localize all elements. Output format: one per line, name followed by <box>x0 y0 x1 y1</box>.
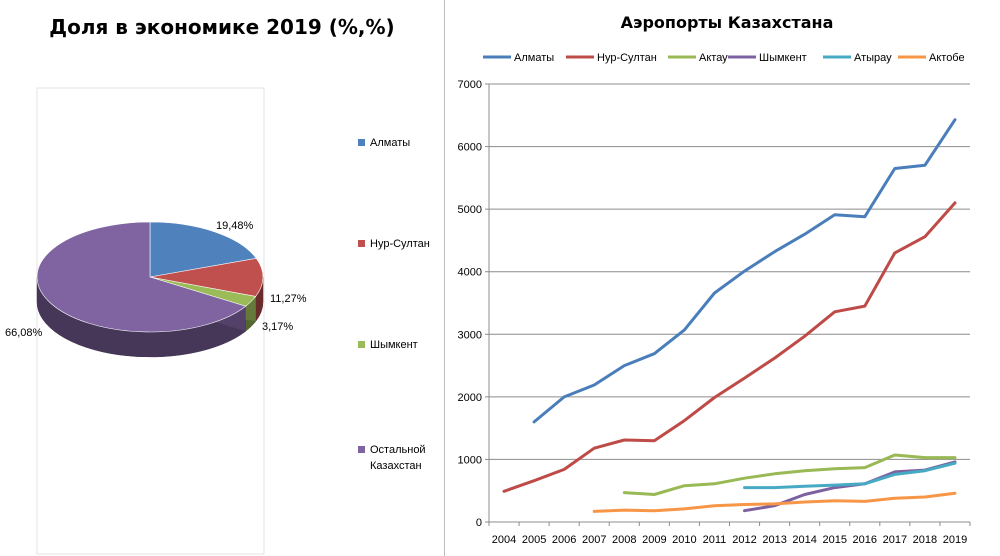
line-axes <box>485 83 971 526</box>
pie-legend: Алматы Нур-Султан Шымкент Остальной Казахста… <box>358 137 430 472</box>
x-tick-label-2007: 2007 <box>582 534 606 546</box>
y-tick-label-1: 1000 <box>458 454 482 466</box>
pie-slice-0 <box>149 221 257 278</box>
line-series-group <box>502 118 957 513</box>
x-tick-label-2008: 2008 <box>612 534 636 546</box>
line-legend-label-3: Шымкент <box>759 52 807 64</box>
pie-legend-label-3: Остальной <box>370 444 426 456</box>
x-tick-label-2005: 2005 <box>522 534 546 546</box>
x-tick-label-2011: 2011 <box>703 534 727 546</box>
pie-legend-label-1: Нур-Султан <box>370 238 430 250</box>
line-chart-title: Аэропорты Казахстана <box>621 13 834 32</box>
pie-legend-label-2: Шымкент <box>370 339 418 351</box>
x-tick-label-2014: 2014 <box>792 534 816 546</box>
line-legend-label-2: Актау <box>699 52 728 64</box>
x-tick-label-2019: 2019 <box>943 534 967 546</box>
y-axis-tick-labels: 0 1000 2000 3000 4000 5000 6000 7000 <box>458 79 482 529</box>
pie-legend-swatch-3 <box>358 446 365 453</box>
pie-legend-label-0: Алматы <box>370 137 410 149</box>
pie-slice-1 <box>149 257 264 297</box>
x-axis-tick-labels: 2004 2005 2006 2007 2008 2009 2010 2011 2012 2013… <box>492 534 967 546</box>
x-tick-label-2012: 2012 <box>732 534 756 546</box>
series-line-2 <box>622 453 957 496</box>
x-tick-label-2017: 2017 <box>883 534 907 546</box>
y-tick-label-2: 2000 <box>458 392 482 404</box>
y-tick-label-4: 4000 <box>458 267 482 279</box>
y-tick-label-3: 3000 <box>458 329 482 341</box>
x-tick-label-2015: 2015 <box>822 534 846 546</box>
pie-slices <box>36 221 264 333</box>
pie-value-label-0: 19,48% <box>216 220 254 232</box>
pie-slice-3 <box>36 221 247 333</box>
line-chart-panel: Аэропорты Казахстана Алматы Нур-Султан Акт… <box>445 0 1000 556</box>
pie-chart-panel: Доля в экономике 2019 (%,%) 19,48% 11,27%… <box>0 0 445 556</box>
x-tick-label-2006: 2006 <box>552 534 576 546</box>
series-line-5 <box>592 491 957 513</box>
x-tick-label-2016: 2016 <box>853 534 877 546</box>
pie-value-label-2: 3,17% <box>262 321 293 333</box>
line-legend-label-1: Нур-Султан <box>597 52 657 64</box>
x-tick-label-2004: 2004 <box>492 534 516 546</box>
y-tick-label-6: 6000 <box>458 142 482 154</box>
line-gridlines <box>489 83 970 460</box>
line-chart: Аэропорты Казахстана Алматы Нур-Султан Акт… <box>458 13 971 546</box>
y-tick-label-5: 5000 <box>458 204 482 216</box>
pie-value-label-1: 11,27% <box>270 293 307 305</box>
pie-value-label-3: 66,08% <box>5 327 43 339</box>
pie-value-labels: 19,48% 11,27% 3,17% 66,08% <box>5 220 307 339</box>
line-legend-label-0: Алматы <box>514 52 554 64</box>
x-tick-label-2009: 2009 <box>642 534 666 546</box>
pie-legend-swatch-0 <box>358 139 365 146</box>
series-line-1 <box>502 201 957 493</box>
pie-legend-swatch-1 <box>358 240 365 247</box>
line-legend-label-5: Актобе <box>929 52 965 64</box>
y-tick-label-7: 7000 <box>458 79 482 91</box>
x-tick-label-2013: 2013 <box>762 534 786 546</box>
pie-legend-swatch-2 <box>358 341 365 348</box>
x-tick-label-2010: 2010 <box>672 534 696 546</box>
pie-chart: Доля в экономике 2019 (%,%) 19,48% 11,27%… <box>5 15 430 555</box>
line-legend-label-4: Атырау <box>854 52 892 64</box>
pie-chart-title: Доля в экономике 2019 (%,%) <box>49 15 394 39</box>
line-legend: Алматы Нур-Султан Актау Шымкент Атырау Актобе <box>483 52 965 64</box>
y-tick-label-0: 0 <box>476 517 482 529</box>
series-line-0 <box>532 118 957 424</box>
x-tick-label-2018: 2018 <box>913 534 937 546</box>
series-line-4 <box>743 461 957 490</box>
pie-legend-label-3-1: Казахстан <box>370 460 422 472</box>
